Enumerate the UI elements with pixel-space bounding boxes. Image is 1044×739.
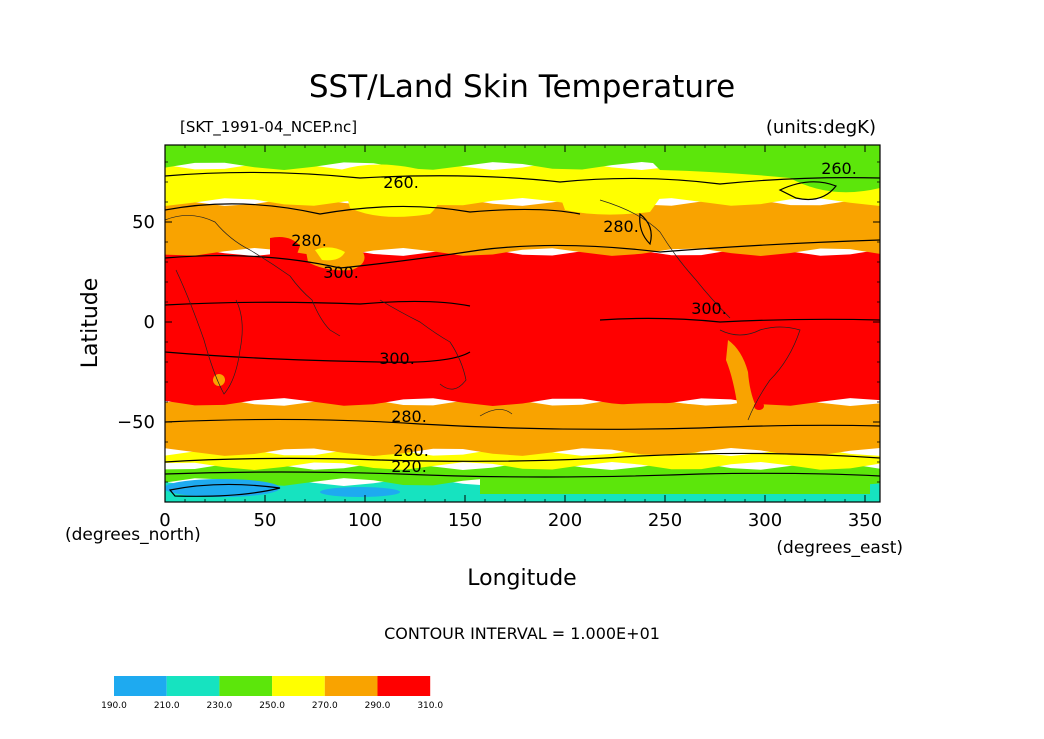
contour-lines — [165, 171, 880, 497]
colorbar-label: 250.0 — [259, 701, 285, 711]
contour-label: 280. — [603, 217, 639, 236]
antarctic-green-region — [480, 473, 870, 494]
band-5 — [165, 198, 880, 256]
contour-label: 300. — [691, 299, 727, 318]
tibet-cold-core — [315, 247, 345, 261]
colorbar-label: 230.0 — [207, 701, 233, 711]
x-tick-label: 150 — [448, 510, 482, 531]
y-units-label: (degrees_north) — [65, 525, 201, 545]
x-tick-label: 250 — [648, 510, 682, 531]
contour-label: 220. — [391, 457, 427, 476]
colorbar-label: 270.0 — [312, 701, 338, 711]
x-tick-label: 50 — [254, 510, 277, 531]
y-axis-ticks: −50 0 50 — [117, 161, 880, 483]
band-3 — [165, 398, 880, 456]
southern-ocean-tongue — [600, 403, 740, 420]
contour-label: 280. — [291, 231, 327, 250]
colorbar: 190.0 210.0 230.0 250.0 270.0 290.0 310.0 — [101, 676, 443, 711]
colorbar-label: 190.0 — [101, 701, 127, 711]
contour-label: 300. — [379, 349, 415, 368]
y-axis-label: Latitude — [78, 278, 103, 369]
x-axis-label: Longitude — [467, 566, 576, 591]
asia-cold-region — [260, 172, 330, 192]
y-tick-label: −50 — [117, 412, 155, 433]
x-tick-label: 350 — [848, 510, 882, 531]
x-tick-label: 200 — [548, 510, 582, 531]
colorbar-swatch — [219, 676, 273, 696]
band-4 — [165, 248, 880, 406]
contour-interval-label: CONTOUR INTERVAL = 1.000E+01 — [384, 624, 660, 643]
file-label: [SKT_1991-04_NCEP.nc] — [180, 118, 357, 137]
colorbar-label: 210.0 — [154, 701, 180, 711]
colorbar-swatch — [377, 676, 431, 696]
temperature-bands — [165, 145, 880, 502]
contour-label: 260. — [821, 159, 857, 178]
units-label: (units:degK) — [766, 117, 876, 138]
contour-label: 260. — [383, 173, 419, 192]
x-units-label: (degrees_east) — [776, 538, 903, 558]
plot-area — [165, 145, 880, 502]
contour-label: 280. — [391, 407, 427, 426]
andes-region — [726, 340, 760, 418]
warm-spot — [754, 402, 764, 410]
colorbar-label: 310.0 — [417, 701, 443, 711]
colorbar-swatch — [272, 676, 325, 696]
antarctic-cold-core — [165, 479, 280, 497]
contour-label: 260. — [393, 441, 429, 460]
warm-pocket — [270, 237, 300, 262]
x-tick-label: 100 — [348, 510, 382, 531]
coastlines — [165, 199, 801, 421]
contour-labels: 260.260.280.280.300.300.300.280.260.220. — [291, 159, 857, 476]
x-axis-ticks: 0 50 100 150 200 250 300 350 — [159, 145, 882, 531]
x-tick-label: 0 — [159, 510, 170, 531]
colorbar-swatch — [166, 676, 220, 696]
x-tick-label: 300 — [748, 510, 782, 531]
colorbar-label: 290.0 — [365, 701, 391, 711]
y-tick-label: 50 — [132, 212, 155, 233]
plot-frame — [164, 144, 881, 503]
antarctic-cold-core — [320, 487, 400, 497]
contour-label: 300. — [323, 263, 359, 282]
y-tick-label: 0 — [144, 312, 155, 333]
colorbar-swatch — [114, 676, 167, 696]
chart-title: SST/Land Skin Temperature — [309, 69, 735, 105]
colorbar-swatch — [324, 676, 378, 696]
